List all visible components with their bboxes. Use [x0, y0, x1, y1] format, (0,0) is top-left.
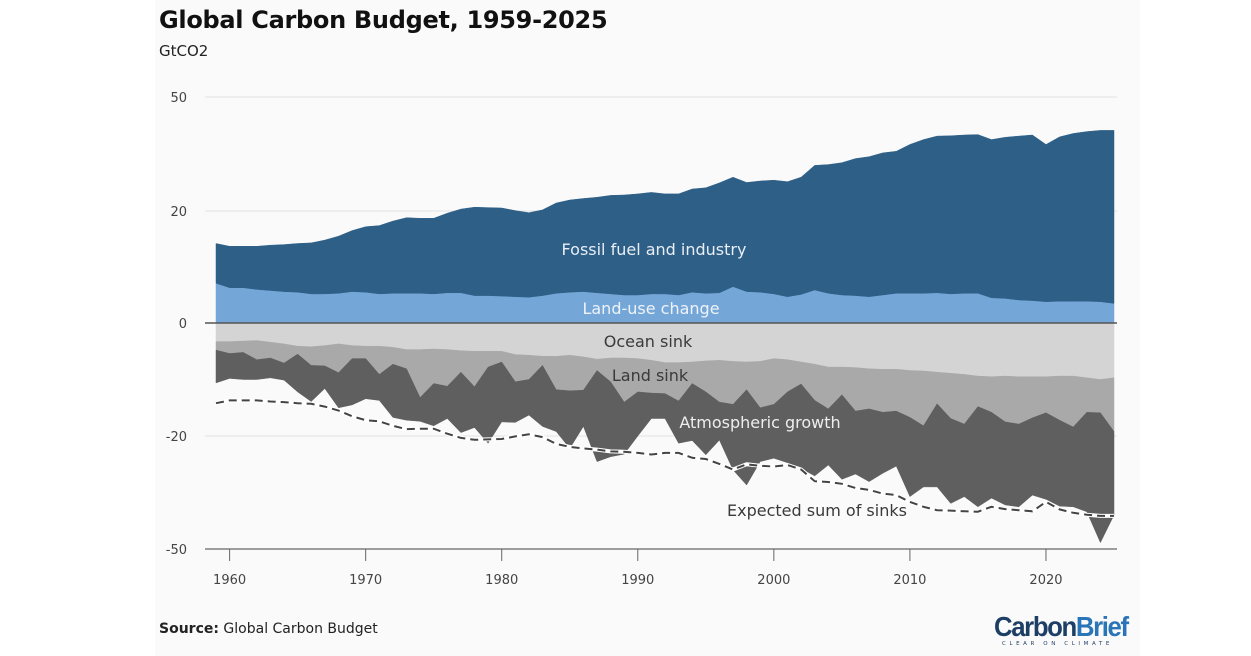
label-fossil-fuel: Fossil fuel and industry [562, 240, 747, 259]
axes: 50 20 0 -20 -50 1960 1970 1980 1990 2000 2010 2020 [166, 91, 1117, 588]
label-ocean-sink: Ocean sink [604, 332, 693, 351]
expected-sum-of-sinks-line [215, 399, 1114, 517]
logo-brief: Brief [1075, 611, 1129, 642]
label-expected-sum-of-sinks: Expected sum of sinks [727, 501, 907, 520]
x-tick-label: 1960 [213, 573, 246, 588]
y-tick-label: 20 [170, 205, 187, 220]
source-label: Source: [159, 621, 219, 637]
x-tick-label: 1970 [349, 573, 382, 588]
source-note: Source: Global Carbon Budget [159, 621, 378, 637]
x-tick-label: 1980 [485, 573, 518, 588]
logo-tagline: CLEAR ON CLIMATE [1002, 641, 1113, 647]
label-land-use-change: Land-use change [582, 299, 719, 318]
area-labels: Fossil fuel and industry Land-use change… [562, 240, 907, 520]
y-tick-label: 0 [179, 317, 187, 332]
logo-carbon: Carbon [994, 611, 1077, 642]
x-tick-label: 2000 [757, 573, 790, 588]
chart-subtitle: GtCO2 [159, 42, 209, 60]
carbonbrief-logo: CarbonBrief CLEAR ON CLIMATE [994, 612, 1134, 652]
x-tick-label: 2010 [893, 573, 926, 588]
area-atmospheric-growth [215, 349, 1115, 544]
chart-title: Global Carbon Budget, 1959-2025 [159, 6, 608, 34]
label-land-sink: Land sink [612, 366, 689, 385]
y-tick-label: -20 [166, 430, 187, 445]
y-tick-label: 50 [170, 91, 187, 106]
source-text: Global Carbon Budget [223, 621, 378, 637]
y-tick-label: -50 [166, 543, 187, 558]
x-tick-label: 1990 [621, 573, 654, 588]
area-fossil-fuel-and-industry [215, 130, 1115, 304]
label-atmospheric-growth: Atmospheric growth [679, 413, 840, 432]
series-lines [215, 398, 1114, 518]
x-tick-label: 2020 [1029, 573, 1062, 588]
